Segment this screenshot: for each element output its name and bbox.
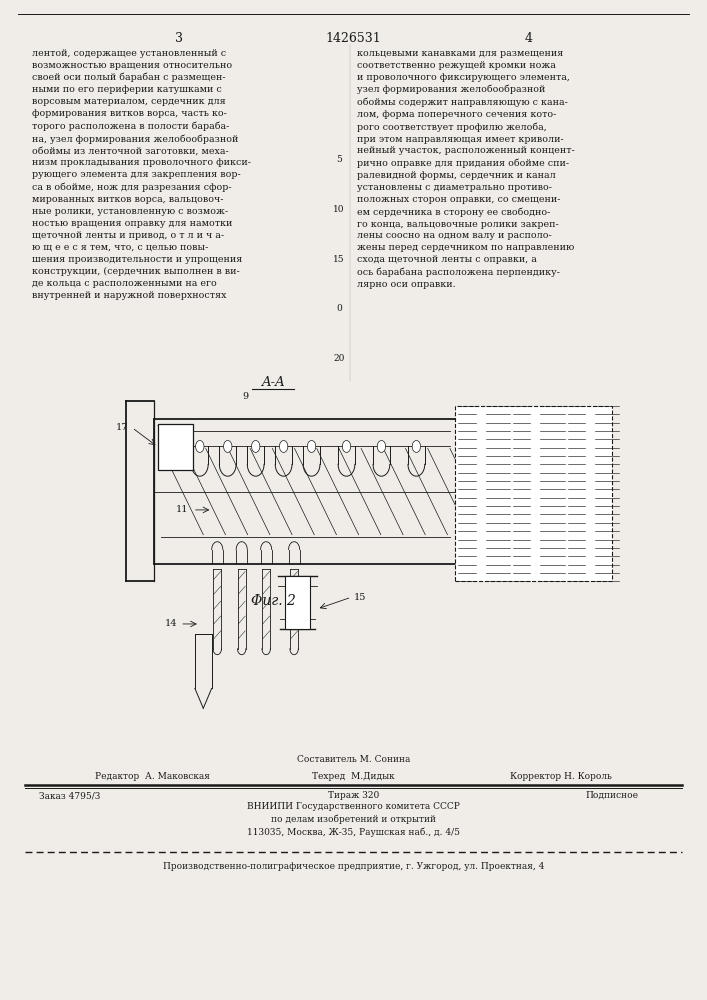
Circle shape — [223, 440, 232, 452]
Circle shape — [279, 440, 288, 452]
Circle shape — [412, 440, 421, 452]
Text: Составитель М. Сонина: Составитель М. Сонина — [297, 755, 410, 764]
Bar — [455, 406, 612, 581]
Text: Φиг. 2: Φиг. 2 — [251, 594, 296, 608]
Bar — [158, 424, 193, 470]
Text: 20: 20 — [333, 354, 344, 363]
Text: 11: 11 — [176, 505, 189, 514]
Text: 15: 15 — [354, 593, 366, 602]
Text: Подписное: Подписное — [585, 791, 638, 800]
Text: ВНИИПИ Государственного комитета СССР: ВНИИПИ Государственного комитета СССР — [247, 802, 460, 811]
Text: 0: 0 — [336, 304, 341, 313]
Text: 14: 14 — [165, 619, 177, 628]
Text: Заказ 4795/3: Заказ 4795/3 — [39, 791, 100, 800]
Text: кольцевыми канавками для размещения
соответственно режущей кромки ножа
и проволо: кольцевыми канавками для размещения соот… — [357, 49, 575, 289]
Text: Тираж 320: Тираж 320 — [328, 791, 379, 800]
Circle shape — [252, 440, 260, 452]
Circle shape — [308, 440, 316, 452]
Text: по делам изобретений и открытий: по делам изобретений и открытий — [271, 815, 436, 824]
Text: 5: 5 — [336, 155, 341, 164]
Text: Редактор  А. Маковская: Редактор А. Маковская — [95, 772, 210, 781]
Circle shape — [378, 440, 385, 452]
Text: 15: 15 — [333, 255, 344, 264]
Text: 17: 17 — [115, 423, 128, 432]
Text: Техред  М.Дидык: Техред М.Дидык — [312, 772, 395, 781]
Text: A-A: A-A — [262, 376, 285, 389]
Text: 3: 3 — [175, 32, 183, 45]
Bar — [286, 576, 310, 629]
Text: 113035, Москва, Ж-35, Раушская наб., д. 4/5: 113035, Москва, Ж-35, Раушская наб., д. … — [247, 827, 460, 837]
Text: 10: 10 — [333, 205, 344, 214]
Circle shape — [196, 440, 204, 452]
Text: лентой, содержащее установленный с
возможностью вращения относительно
своей оси : лентой, содержащее установленный с возмо… — [32, 49, 251, 300]
Text: Производственно-полиграфическое предприятие, г. Ужгород, ул. Проектная, 4: Производственно-полиграфическое предприя… — [163, 862, 544, 871]
Text: Корректор Н. Король: Корректор Н. Король — [510, 772, 612, 781]
Circle shape — [342, 440, 351, 452]
Text: 9: 9 — [242, 392, 248, 401]
Text: 4: 4 — [524, 32, 532, 45]
Text: 1426531: 1426531 — [326, 32, 381, 45]
